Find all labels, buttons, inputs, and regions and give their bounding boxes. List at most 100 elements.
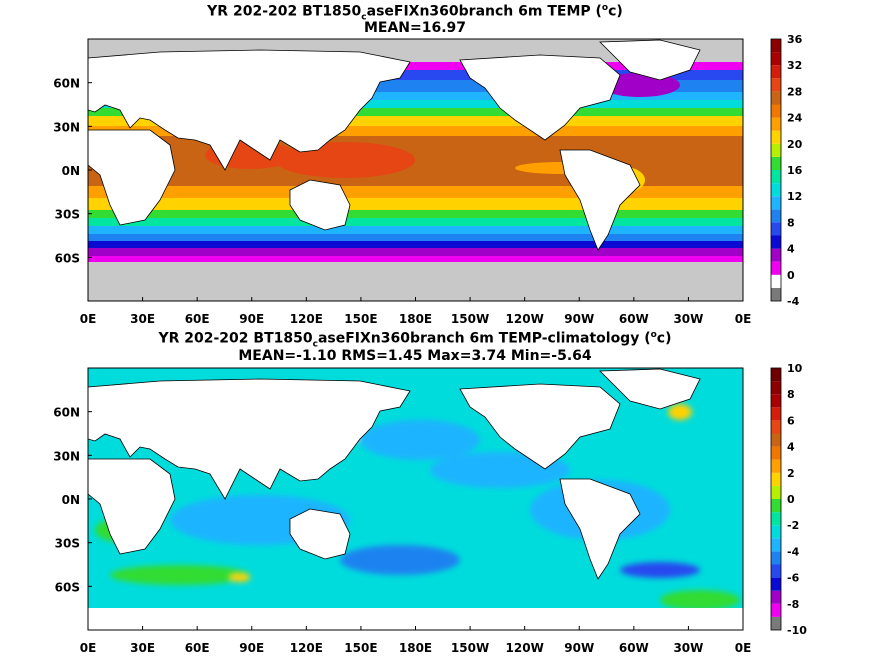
continents (88, 368, 701, 580)
x-tick-label: 120W (506, 641, 544, 655)
colorbar-tick-label: 32 (787, 59, 802, 72)
colorbar-tick-label: -10 (787, 624, 807, 637)
colorbar-tick-label: 4 (787, 441, 795, 454)
australia (289, 508, 351, 560)
colorbar-tick-label: 20 (787, 138, 803, 151)
colorbar-tick-label: 36 (787, 33, 803, 46)
x-tick-label: 90W (564, 312, 594, 326)
colorbar-tick-label: 8 (787, 388, 795, 401)
y-tick-label: 60S (55, 580, 80, 594)
x-tick-label: 0E (80, 312, 97, 326)
anomaly-patch (340, 545, 460, 575)
colorbar-segment (771, 235, 781, 249)
top-map (88, 39, 743, 301)
x-tick-label: 0E (735, 312, 752, 326)
eurasia (88, 378, 411, 500)
colorbar-segment (771, 616, 781, 630)
y-tick-label: 60N (53, 77, 80, 91)
x-tick-label: 120E (290, 641, 323, 655)
colorbar-segment (771, 420, 781, 434)
x-tick-label: 120E (290, 312, 323, 326)
greenland (599, 39, 701, 81)
colorbar-tick-label: -6 (787, 572, 800, 585)
colorbar-tick-label: 8 (787, 216, 795, 229)
colorbar-segment (771, 65, 781, 79)
anomaly-patch (110, 565, 250, 585)
y-tick-label: 30N (53, 120, 80, 134)
anomaly-patch (360, 420, 480, 460)
x-tick-label: 90E (239, 312, 264, 326)
africa (88, 129, 176, 226)
y-tick-label: 60S (55, 251, 80, 265)
colorbar-segment (771, 459, 781, 473)
colorbar-tick-label: 10 (787, 362, 803, 375)
africa (88, 458, 176, 555)
colorbar-tick-label: 0 (787, 269, 795, 282)
colorbar-segment (771, 287, 781, 301)
antarctica-mask (88, 608, 743, 630)
colorbar-tick-label: -2 (787, 519, 799, 532)
bottom-chart-subtitle: MEAN=-1.10 RMS=1.45 Max=3.74 Min=-5.64 (238, 348, 592, 364)
x-tick-label: 180E (399, 312, 432, 326)
anomaly-patch (230, 574, 250, 582)
colorbar-segment (771, 143, 781, 157)
colorbar-segment (771, 446, 781, 460)
band (88, 210, 743, 218)
colorbar-segment (771, 91, 781, 105)
x-tick-label: 90E (239, 641, 264, 655)
colorbar-segment (771, 564, 781, 578)
colorbar-segment (771, 196, 781, 210)
anomaly-patch (620, 562, 700, 578)
x-tick-label: 180E (399, 641, 432, 655)
colorbar-segment (771, 39, 781, 53)
band (88, 108, 743, 116)
band (88, 248, 743, 256)
band (88, 198, 743, 210)
colorbar-tick-label: 28 (787, 85, 802, 98)
axes-layer: 0E 30E 60E 90E 120E 150E 180E 150W 120W 90W 60W 30W… (53, 33, 807, 655)
colorbar-segment (771, 52, 781, 66)
colorbar-tick-label: 16 (787, 164, 803, 177)
x-tick-label: 150E (344, 312, 377, 326)
x-tick-label: 90W (564, 641, 594, 655)
band (88, 218, 743, 226)
colorbar-tick-label: 24 (787, 112, 803, 125)
colorbar-segment (771, 222, 781, 236)
colorbar-frame (770, 38, 782, 302)
colorbar-tick-label: -4 (787, 295, 800, 308)
y-tick-label: 30S (55, 537, 80, 551)
colorbar-segment (771, 274, 781, 288)
colorbar-segment (771, 551, 781, 565)
colorbar-tick-label: 4 (787, 243, 795, 256)
top-chart-title: YR 202-202 BT1850caseFIXn360branch 6m TE… (207, 3, 623, 23)
colorbar-segment (771, 590, 781, 604)
top-chart-subtitle: MEAN=16.97 (363, 20, 467, 36)
x-tick-label: 30E (130, 312, 155, 326)
colorbar-tick-label: 12 (787, 190, 802, 203)
band (88, 70, 743, 80)
x-tick-label: 120W (506, 312, 544, 326)
x-tick-label: 150E (344, 641, 377, 655)
colorbar-segment (771, 485, 781, 499)
greenland (599, 368, 701, 410)
colorbar-segment (771, 183, 781, 197)
colorbar-segment (771, 525, 781, 539)
band (88, 126, 743, 136)
bottom-chart-title: YR 202-202 BT1850caseFIXn360branch 6m TE… (158, 330, 672, 350)
x-tick-label: 30W (673, 641, 703, 655)
north-america (459, 383, 621, 470)
x-tick-label: 60E (185, 312, 210, 326)
colorbar-segment (771, 433, 781, 447)
band (88, 241, 743, 248)
colorbar-tick-label: 6 (787, 414, 795, 427)
x-tick-label: 30E (130, 641, 155, 655)
colorbar-segment (771, 248, 781, 262)
colorbar-segment (771, 381, 781, 395)
australia (289, 179, 351, 231)
anomaly-patch (660, 590, 740, 610)
colorbar-segment (771, 261, 781, 275)
colorbar-segment (771, 472, 781, 486)
colorbar-segment (771, 407, 781, 421)
x-tick-label: 60E (185, 641, 210, 655)
